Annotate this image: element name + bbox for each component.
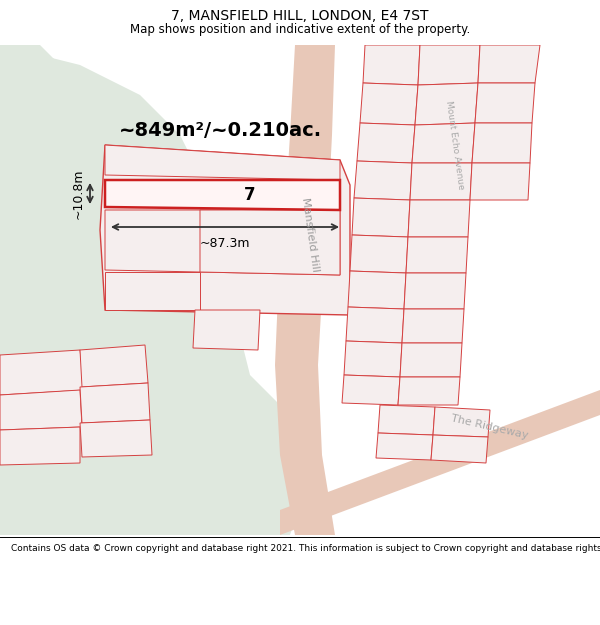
Text: The Ridgeway: The Ridgeway [451,413,530,441]
Polygon shape [100,145,350,315]
Polygon shape [80,383,150,423]
Polygon shape [105,180,340,210]
Polygon shape [80,345,148,387]
Polygon shape [402,309,464,343]
Polygon shape [354,161,412,200]
Polygon shape [478,45,540,83]
Text: Mount Echo Avenue: Mount Echo Avenue [444,100,466,190]
Polygon shape [0,45,80,145]
Polygon shape [418,45,480,85]
Text: 7, MANSFIELD HILL, LONDON, E4 7ST: 7, MANSFIELD HILL, LONDON, E4 7ST [171,9,429,23]
Polygon shape [280,390,600,535]
Polygon shape [431,435,488,463]
Polygon shape [470,163,530,200]
Polygon shape [415,83,478,125]
Polygon shape [357,123,415,163]
Text: ~10.8m: ~10.8m [72,168,85,219]
Polygon shape [0,45,310,535]
Text: Mansfield Hill: Mansfield Hill [300,198,320,272]
Polygon shape [105,210,340,275]
Polygon shape [200,210,340,275]
Polygon shape [0,350,85,395]
Polygon shape [408,200,470,237]
Polygon shape [404,273,466,309]
Polygon shape [363,45,420,85]
Text: 7: 7 [244,186,256,204]
Polygon shape [350,235,408,273]
Polygon shape [352,198,410,237]
Polygon shape [398,377,460,405]
Polygon shape [410,163,472,200]
Polygon shape [193,310,260,350]
Polygon shape [275,45,335,535]
Polygon shape [348,271,406,309]
Polygon shape [360,83,418,125]
Polygon shape [0,427,80,465]
Polygon shape [472,123,532,163]
Polygon shape [400,343,462,377]
Text: ~87.3m: ~87.3m [200,237,250,250]
Polygon shape [344,341,402,377]
Polygon shape [433,407,490,437]
Text: ~849m²/~0.210ac.: ~849m²/~0.210ac. [118,121,322,139]
Polygon shape [432,45,460,245]
Polygon shape [346,307,404,343]
Polygon shape [342,375,400,405]
Polygon shape [406,237,468,273]
Polygon shape [105,272,200,310]
Polygon shape [376,433,433,460]
Polygon shape [0,390,82,430]
Polygon shape [412,123,475,163]
Polygon shape [105,145,340,180]
Polygon shape [378,405,435,435]
Polygon shape [80,420,152,457]
Text: Contains OS data © Crown copyright and database right 2021. This information is : Contains OS data © Crown copyright and d… [11,544,600,553]
Polygon shape [475,83,535,123]
Text: Map shows position and indicative extent of the property.: Map shows position and indicative extent… [130,23,470,36]
